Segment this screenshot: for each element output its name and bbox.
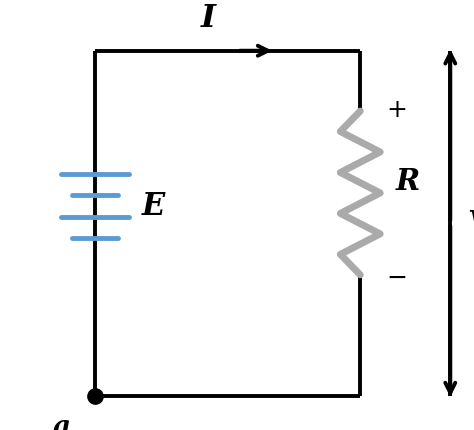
Text: a: a xyxy=(53,413,71,430)
Text: I: I xyxy=(201,3,216,34)
Text: E: E xyxy=(142,191,165,222)
Text: R: R xyxy=(396,166,420,195)
Text: V: V xyxy=(467,208,474,239)
Text: −: − xyxy=(386,265,407,289)
Text: +: + xyxy=(386,98,407,122)
